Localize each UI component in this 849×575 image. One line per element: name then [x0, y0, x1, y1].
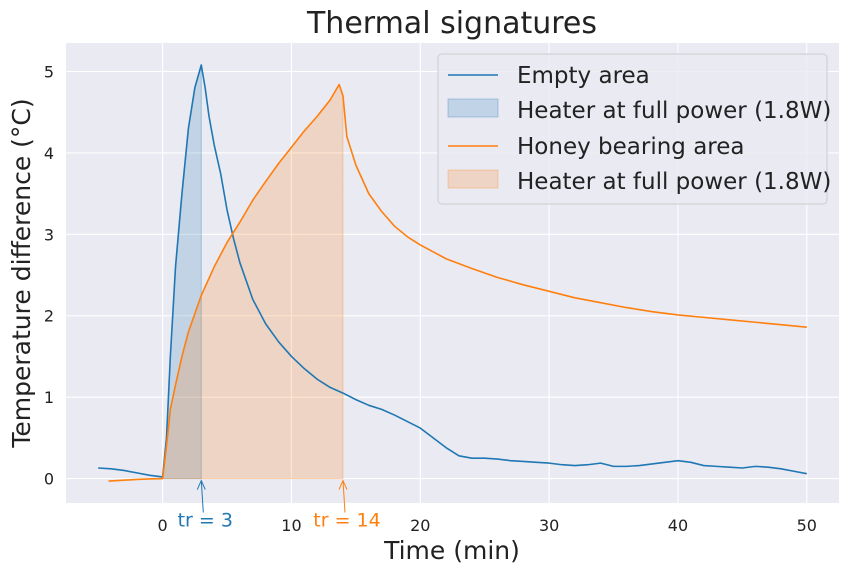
y-tick-label-4: 4	[44, 144, 54, 163]
x-tick-label-20: 20	[410, 516, 430, 535]
series-line-empty-area	[98, 64, 807, 478]
y-tick-label-3: 3	[44, 225, 54, 244]
x-tick-label-30: 30	[539, 516, 559, 535]
annotation-tr-14: tr = 14	[313, 510, 380, 532]
legend-box	[437, 53, 828, 205]
y-axis-label: Temperature difference (°C)	[7, 98, 36, 448]
legend-swatch-empty-fill	[447, 98, 499, 118]
series-lines	[98, 64, 807, 482]
x-tick-label-10: 10	[281, 516, 301, 535]
x-tick-labels: 0 10 20 30 40 50	[158, 516, 817, 535]
legend-swatch-honey-fill	[447, 169, 499, 189]
chart-title: Thermal signatures	[306, 6, 597, 41]
annotation-arrowhead-tr-3	[196, 479, 206, 490]
annotation-arrow-tr-3	[200, 480, 204, 513]
x-tick-label-40: 40	[668, 516, 688, 535]
y-tick-label-0: 0	[44, 470, 54, 489]
annotation-tr-3: tr = 3	[178, 510, 233, 532]
series-line-honey-bearing-area	[108, 83, 807, 482]
x-tick-label-0: 0	[158, 516, 168, 535]
y-tick-labels: 0 1 2 3 4 5	[44, 62, 54, 488]
legend-label-honey: Honey bearing area	[517, 134, 744, 160]
annotations: tr = 3 tr = 14	[178, 479, 381, 532]
legend: Empty area Heater at full power (1.8W) H…	[437, 53, 831, 205]
annotation-arrowhead-tr-14	[338, 479, 348, 490]
annotation-arrow-tr-14	[342, 480, 346, 513]
y-tick-label-5: 5	[44, 62, 54, 81]
legend-label-honey-fill: Heater at full power (1.8W)	[517, 169, 831, 195]
y-tick-label-2: 2	[44, 307, 54, 326]
y-tick-label-1: 1	[44, 388, 54, 407]
legend-label-empty-fill: Heater at full power (1.8W)	[517, 98, 831, 124]
x-tick-label-50: 50	[797, 516, 817, 535]
x-axis-label: Time (min)	[383, 536, 520, 565]
legend-label-empty: Empty area	[517, 63, 650, 89]
